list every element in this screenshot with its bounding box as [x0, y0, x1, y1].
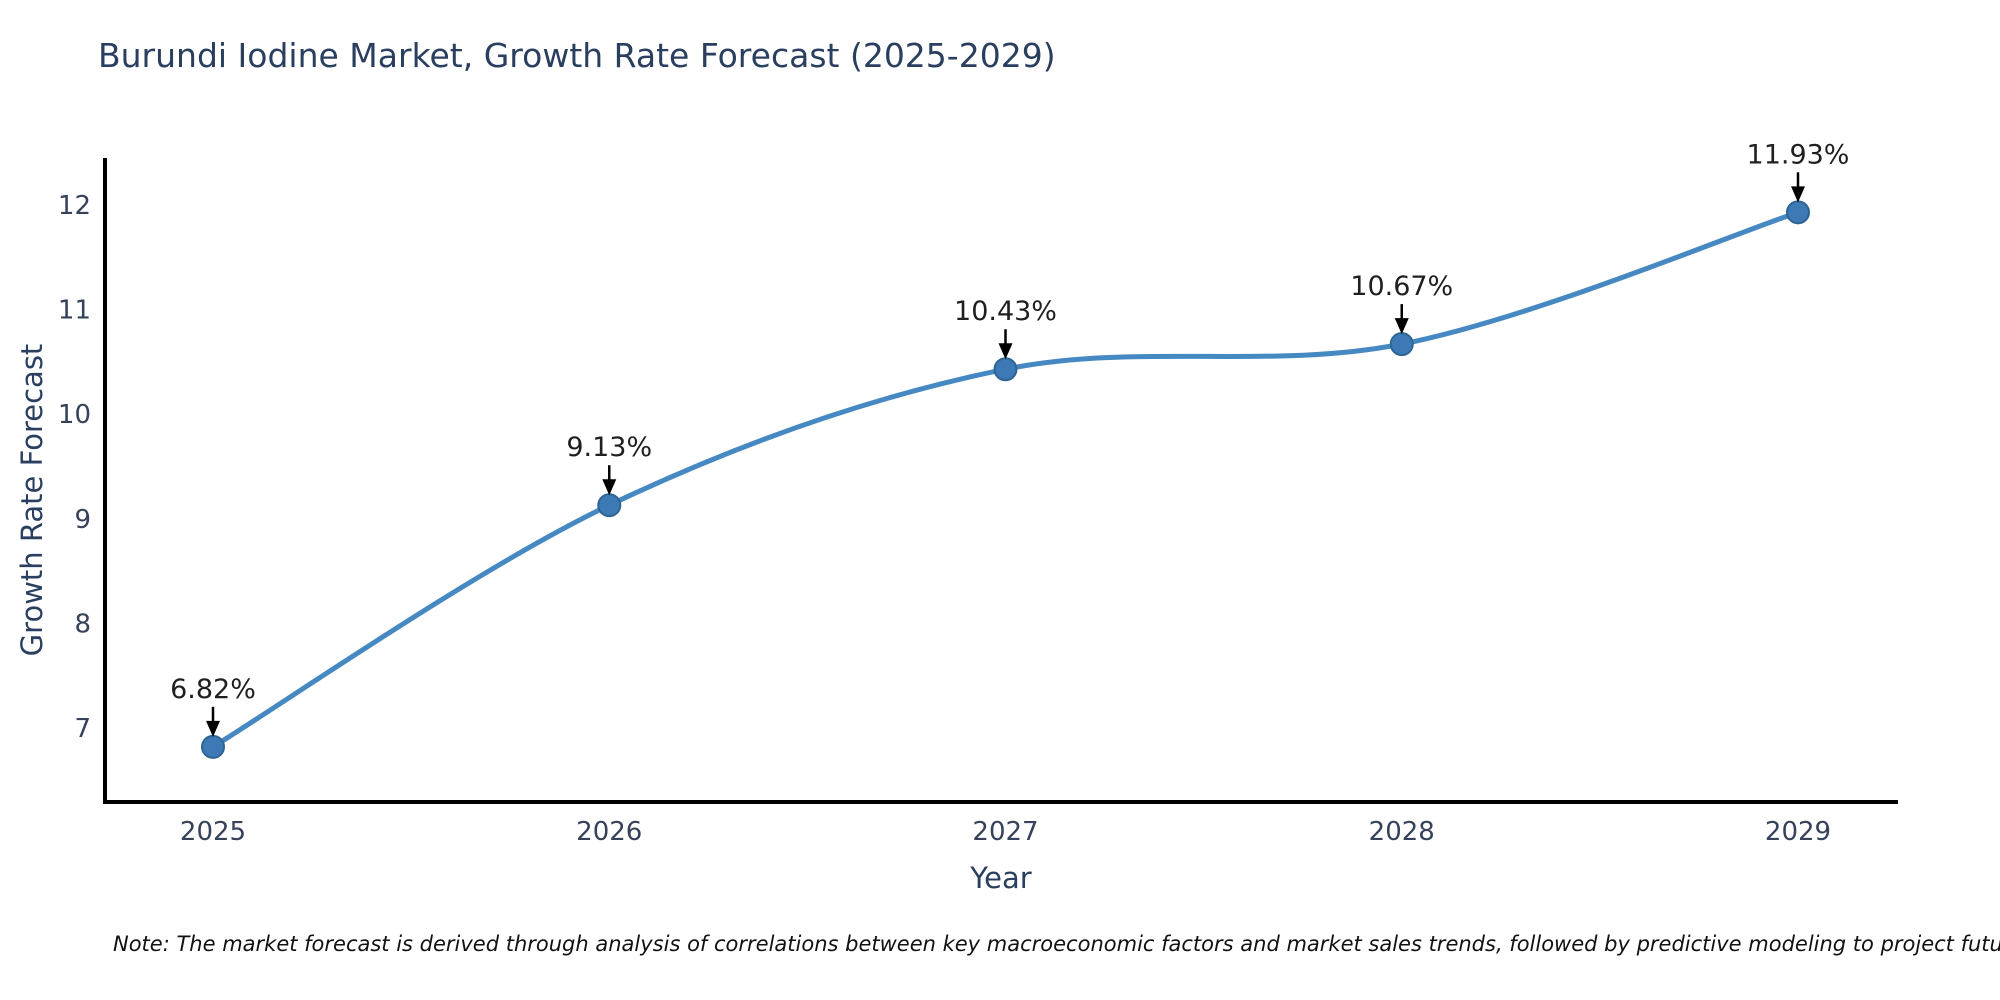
x-tick-label: 2029 — [1765, 817, 1831, 847]
annotation-arrowhead — [602, 479, 617, 496]
data-point — [597, 493, 622, 518]
data-point-label: 10.67% — [1350, 271, 1453, 302]
annotation-arrowhead — [998, 343, 1013, 360]
data-point — [1389, 332, 1414, 357]
data-point-label: 10.43% — [954, 296, 1057, 327]
data-point — [993, 357, 1018, 382]
footnote: Note: The market forecast is derived thr… — [113, 932, 2000, 956]
x-axis-title: Year — [970, 861, 1032, 895]
x-tick-label: 2027 — [972, 817, 1038, 847]
y-tick-label: 11 — [58, 296, 91, 326]
data-point-label: 6.82% — [170, 674, 256, 705]
annotation-arrowhead — [206, 720, 220, 737]
annotation-arrowhead — [1791, 186, 1805, 203]
x-tick-label: 2025 — [180, 817, 246, 847]
data-point — [201, 734, 225, 759]
y-tick-label: 8 — [74, 609, 91, 639]
data-point-label: 9.13% — [566, 432, 652, 463]
x-tick-label: 2026 — [576, 817, 642, 847]
x-tick-label: 2028 — [1369, 817, 1435, 847]
y-tick-label: 9 — [74, 505, 91, 535]
data-point — [1786, 200, 1810, 225]
y-tick-label: 10 — [58, 400, 91, 430]
y-axis-title: Growth Rate Forecast — [15, 343, 49, 657]
y-tick-label: 7 — [74, 714, 91, 744]
annotation-arrowhead — [1394, 318, 1409, 335]
data-point-label: 11.93% — [1747, 139, 1850, 170]
y-tick-label: 12 — [58, 191, 91, 221]
forecast-line — [210, 209, 1801, 750]
chart-title: Burundi Iodine Market, Growth Rate Forec… — [98, 36, 1056, 75]
